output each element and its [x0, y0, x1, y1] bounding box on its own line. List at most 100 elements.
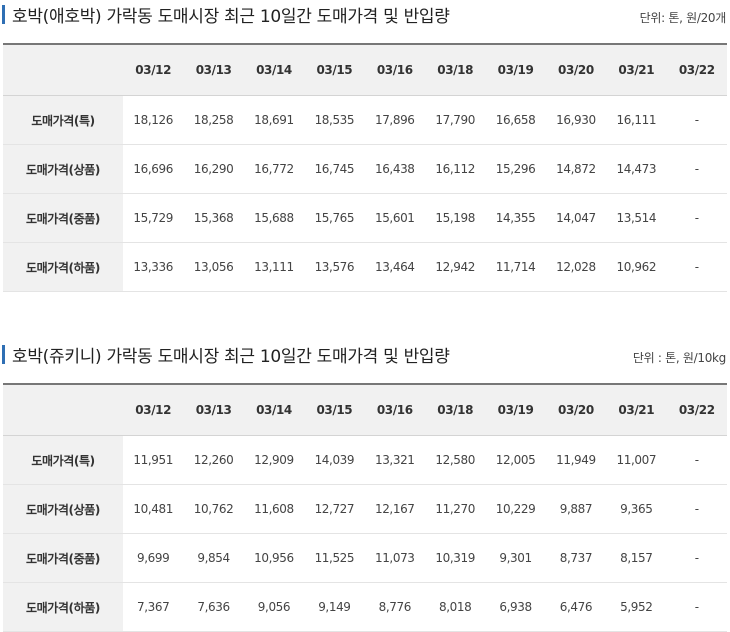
price-cell: 13,336	[123, 242, 184, 292]
date-header-cell: 03/19	[485, 383, 546, 436]
price-cell: 16,772	[243, 144, 305, 194]
price-cell: 10,962	[606, 242, 667, 292]
price-cell: 15,198	[424, 193, 486, 243]
header-row: 03/12 03/13 03/14 03/15 03/16 03/18 03/19 03/20…	[3, 43, 727, 96]
row-label: 도매가격(특)	[3, 435, 123, 485]
table-row: 도매가격(하품) 7,367 7,636 9,056 9,149 8,776 8,018 6,…	[3, 582, 727, 632]
price-cell: 13,576	[304, 242, 365, 292]
price-cell: 11,951	[123, 435, 184, 485]
date-header-cell: 03/14	[243, 383, 305, 436]
zucchini-price-section: 호박(쥬키니) 가락동 도매시장 최근 10일간 도매가격 및 반입량 단위 :…	[0, 340, 730, 632]
date-header-cell: 03/15	[304, 383, 365, 436]
price-cell: 12,909	[243, 435, 305, 485]
date-header-cell: 03/19	[485, 43, 546, 96]
price-cell: 12,580	[424, 435, 486, 485]
section-title: 호박(애호박) 가락동 도매시장 최근 10일간 도매가격 및 반입량	[12, 7, 450, 27]
section-header: 호박(애호박) 가락동 도매시장 최근 10일간 도매가격 및 반입량 단위: …	[0, 0, 730, 40]
date-header-cell: 03/21	[606, 383, 667, 436]
unit-label: 단위 : 톤, 원/10kg	[632, 351, 726, 365]
price-cell: 18,126	[123, 95, 184, 145]
price-cell: -	[666, 95, 727, 145]
price-cell: 12,167	[364, 484, 425, 534]
price-cell: 15,296	[485, 144, 546, 194]
row-label: 도매가격(중품)	[3, 533, 123, 583]
price-cell: 10,956	[243, 533, 305, 583]
price-cell: 10,481	[123, 484, 184, 534]
row-label: 도매가격(하품)	[3, 582, 123, 632]
price-cell: 15,765	[304, 193, 365, 243]
title-accent-bar	[2, 345, 5, 364]
unit-label: 단위: 톤, 원/20개	[639, 11, 727, 25]
price-cell: 17,790	[424, 95, 486, 145]
price-cell: 11,714	[485, 242, 546, 292]
price-cell: 10,319	[424, 533, 486, 583]
price-cell: -	[666, 144, 727, 194]
corner-header-cell	[3, 43, 123, 96]
price-cell: 14,047	[545, 193, 607, 243]
price-cell: 13,514	[606, 193, 667, 243]
price-cell: 16,745	[304, 144, 365, 194]
price-cell: 9,887	[545, 484, 607, 534]
row-label: 도매가격(상품)	[3, 144, 123, 194]
price-cell: 18,258	[183, 95, 244, 145]
row-label: 도매가격(특)	[3, 95, 123, 145]
title-accent-bar	[2, 5, 5, 24]
price-cell: 12,005	[485, 435, 546, 485]
section-header: 호박(쥬키니) 가락동 도매시장 최근 10일간 도매가격 및 반입량 단위 :…	[0, 340, 730, 380]
table-row: 도매가격(하품) 13,336 13,056 13,111 13,576 13,464 12…	[3, 242, 727, 292]
price-cell: 6,938	[485, 582, 546, 632]
price-cell: 16,112	[424, 144, 486, 194]
date-header-cell: 03/14	[243, 43, 305, 96]
price-cell: 16,930	[545, 95, 607, 145]
price-table: 03/12 03/13 03/14 03/15 03/16 03/18 03/19 03/20…	[3, 43, 727, 292]
price-cell: -	[666, 484, 727, 534]
price-cell: 9,854	[183, 533, 244, 583]
price-cell: 5,952	[606, 582, 667, 632]
price-cell: 8,737	[545, 533, 607, 583]
price-table: 03/12 03/13 03/14 03/15 03/16 03/18 03/19 03/20…	[3, 383, 727, 632]
date-header-cell: 03/21	[606, 43, 667, 96]
aehobak-price-section: 호박(애호박) 가락동 도매시장 최근 10일간 도매가격 및 반입량 단위: …	[0, 0, 730, 292]
price-cell: 13,111	[243, 242, 305, 292]
price-cell: -	[666, 242, 727, 292]
price-cell: 11,525	[304, 533, 365, 583]
price-cell: 15,368	[183, 193, 244, 243]
price-cell: 17,896	[364, 95, 425, 145]
date-header-cell: 03/18	[424, 383, 486, 436]
price-cell: 11,270	[424, 484, 486, 534]
price-cell: 12,727	[304, 484, 365, 534]
price-cell: 11,949	[545, 435, 607, 485]
price-cell: 7,367	[123, 582, 184, 632]
price-cell: -	[666, 582, 727, 632]
date-header-cell: 03/22	[666, 383, 727, 436]
corner-header-cell	[3, 383, 123, 436]
date-header-cell: 03/12	[123, 383, 184, 436]
price-cell: 16,111	[606, 95, 667, 145]
price-cell: 10,229	[485, 484, 546, 534]
price-cell: 6,476	[545, 582, 607, 632]
table-row: 도매가격(상품) 16,696 16,290 16,772 16,745 16,438 16…	[3, 144, 727, 194]
price-cell: 11,007	[606, 435, 667, 485]
header-row: 03/12 03/13 03/14 03/15 03/16 03/18 03/19 03/20…	[3, 383, 727, 436]
section-title: 호박(쥬키니) 가락동 도매시장 최근 10일간 도매가격 및 반입량	[12, 347, 450, 367]
price-cell: 9,365	[606, 484, 667, 534]
price-cell: 16,438	[364, 144, 425, 194]
price-cell: 13,321	[364, 435, 425, 485]
row-label: 도매가격(상품)	[3, 484, 123, 534]
date-header-cell: 03/13	[183, 43, 244, 96]
date-header-cell: 03/13	[183, 383, 244, 436]
date-header-cell: 03/16	[364, 383, 425, 436]
price-cell: 14,355	[485, 193, 546, 243]
price-cell: 8,018	[424, 582, 486, 632]
price-cell: 9,301	[485, 533, 546, 583]
price-cell: 13,464	[364, 242, 425, 292]
price-cell: -	[666, 193, 727, 243]
price-cell: 9,149	[304, 582, 365, 632]
row-label: 도매가격(중품)	[3, 193, 123, 243]
table-row: 도매가격(특) 18,126 18,258 18,691 18,535 17,896 17,…	[3, 95, 727, 145]
price-cell: 8,776	[364, 582, 425, 632]
price-cell: 14,039	[304, 435, 365, 485]
price-cell: 10,762	[183, 484, 244, 534]
price-cell: 13,056	[183, 242, 244, 292]
price-cell: 16,658	[485, 95, 546, 145]
